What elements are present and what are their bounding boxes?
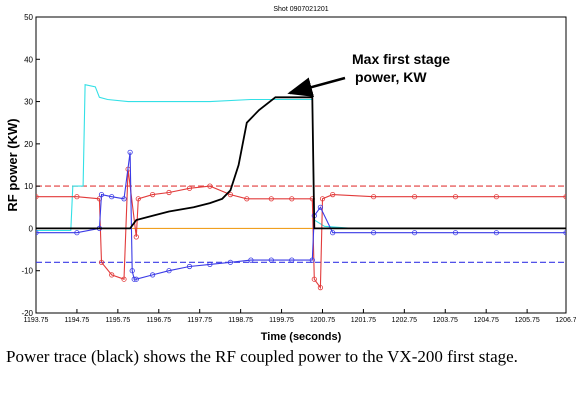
- point-blue-22: [370, 230, 377, 236]
- point-red-1: [74, 194, 80, 200]
- x-tick-label-2: 1195.75: [105, 317, 130, 324]
- series-black-solid-0: [36, 96, 566, 230]
- y-tick-label-2: 0: [29, 224, 34, 233]
- y-tick-label-6: 40: [24, 55, 33, 64]
- x-tick-label-0: 1193.75: [24, 317, 49, 324]
- point-blue-9: [133, 276, 139, 282]
- point-blue-11: [166, 268, 172, 274]
- point-red-19: [317, 284, 323, 291]
- point-blue-26: [563, 230, 566, 236]
- point-red-5: [121, 276, 127, 282]
- point-blue-3: [98, 192, 105, 198]
- x-tick-label-5: 1198.75: [228, 317, 253, 324]
- point-red-23: [411, 194, 418, 200]
- point-red-25: [493, 194, 499, 200]
- y-tick-label-3: 10: [24, 182, 33, 191]
- x-tick-label-10: 1203.75: [433, 317, 458, 324]
- y-tick-label-0: -20: [21, 309, 33, 318]
- annotation-arrow: [287, 76, 346, 97]
- point-red-13: [227, 192, 233, 198]
- annotation: Max first stage power, KW: [287, 51, 450, 97]
- series-red-solid-2: [36, 169, 566, 290]
- point-red-22: [370, 194, 377, 200]
- x-tick-label-8: 1201.75: [351, 317, 376, 324]
- point-red-24: [452, 194, 459, 200]
- y-tick-label-5: 30: [24, 98, 33, 107]
- point-blue-6: [127, 149, 133, 155]
- point-blue-17: [289, 257, 295, 263]
- point-blue-4: [109, 194, 115, 200]
- rf-power-chart: Shot 0907021201 1193.75 1194.75 1195.75 119…: [5, 6, 576, 343]
- point-blue-18: [309, 257, 315, 263]
- series-layer: [36, 84, 566, 291]
- plot-frame: [35, 16, 567, 314]
- x-tick-label-4: 1197.75: [187, 317, 212, 324]
- y-tick-label-1: -10: [21, 267, 33, 276]
- x-tick-label-11: 1204.75: [474, 317, 499, 324]
- point-red-0: [36, 194, 39, 200]
- point-red-10: [166, 189, 172, 196]
- point-red-7: [133, 234, 139, 240]
- point-blue-16: [268, 257, 274, 263]
- point-blue-1: [74, 230, 80, 236]
- point-blue-12: [186, 263, 193, 270]
- x-tick-label-12: 1205.75: [514, 317, 539, 324]
- point-red-9: [150, 192, 156, 198]
- point-blue-14: [227, 259, 233, 265]
- point-blue-8: [131, 276, 137, 282]
- point-red-20: [319, 196, 326, 202]
- point-red-3: [98, 259, 105, 265]
- y-axis-label: RF power (KW): [5, 118, 20, 211]
- point-red-16: [289, 196, 295, 202]
- point-blue-7: [129, 268, 135, 274]
- point-blue-0: [36, 230, 39, 236]
- point-blue-25: [493, 230, 499, 236]
- series-blue-solid-3: [36, 152, 566, 280]
- x-tick-label-1: 1194.75: [65, 317, 90, 324]
- point-red-26: [563, 194, 566, 200]
- annotation-line-1: Max first stage: [352, 51, 450, 67]
- y-tick-label-7: 50: [24, 13, 33, 22]
- annotation-line-2: power, KW: [355, 69, 427, 85]
- point-red-4: [109, 272, 115, 278]
- point-blue-21: [330, 230, 336, 236]
- point-red-21: [330, 192, 336, 198]
- tick-layer: 1193.75 1194.75 1195.75 1196.75 1197.75 1198.…: [21, 13, 576, 324]
- point-blue-15: [248, 257, 254, 263]
- point-blue-13: [207, 261, 213, 267]
- point-red-15: [268, 196, 274, 202]
- point-blue-24: [452, 230, 459, 236]
- point-blue-20: [317, 204, 323, 210]
- x-tick-label-9: 1202.75: [392, 317, 417, 324]
- x-tick-label-3: 1196.75: [146, 317, 171, 324]
- point-red-8: [135, 196, 141, 202]
- chart-title: Shot 0907021201: [273, 6, 328, 13]
- point-red-14: [244, 196, 250, 202]
- y-tick-label-4: 20: [24, 140, 33, 149]
- x-tick-label-6: 1199.75: [269, 317, 294, 324]
- point-blue-5: [121, 196, 127, 202]
- x-axis-label: Time (seconds): [261, 331, 342, 343]
- point-red-12: [207, 183, 213, 189]
- point-blue-23: [411, 230, 418, 236]
- x-tick-label-13: 1206.7: [555, 317, 576, 324]
- point-red-18: [311, 276, 317, 282]
- point-red-11: [186, 185, 193, 191]
- figure-caption: Power trace (black) shows the RF coupled…: [6, 347, 518, 366]
- point-blue-10: [150, 272, 156, 278]
- x-tick-label-7: 1200.75: [310, 317, 335, 324]
